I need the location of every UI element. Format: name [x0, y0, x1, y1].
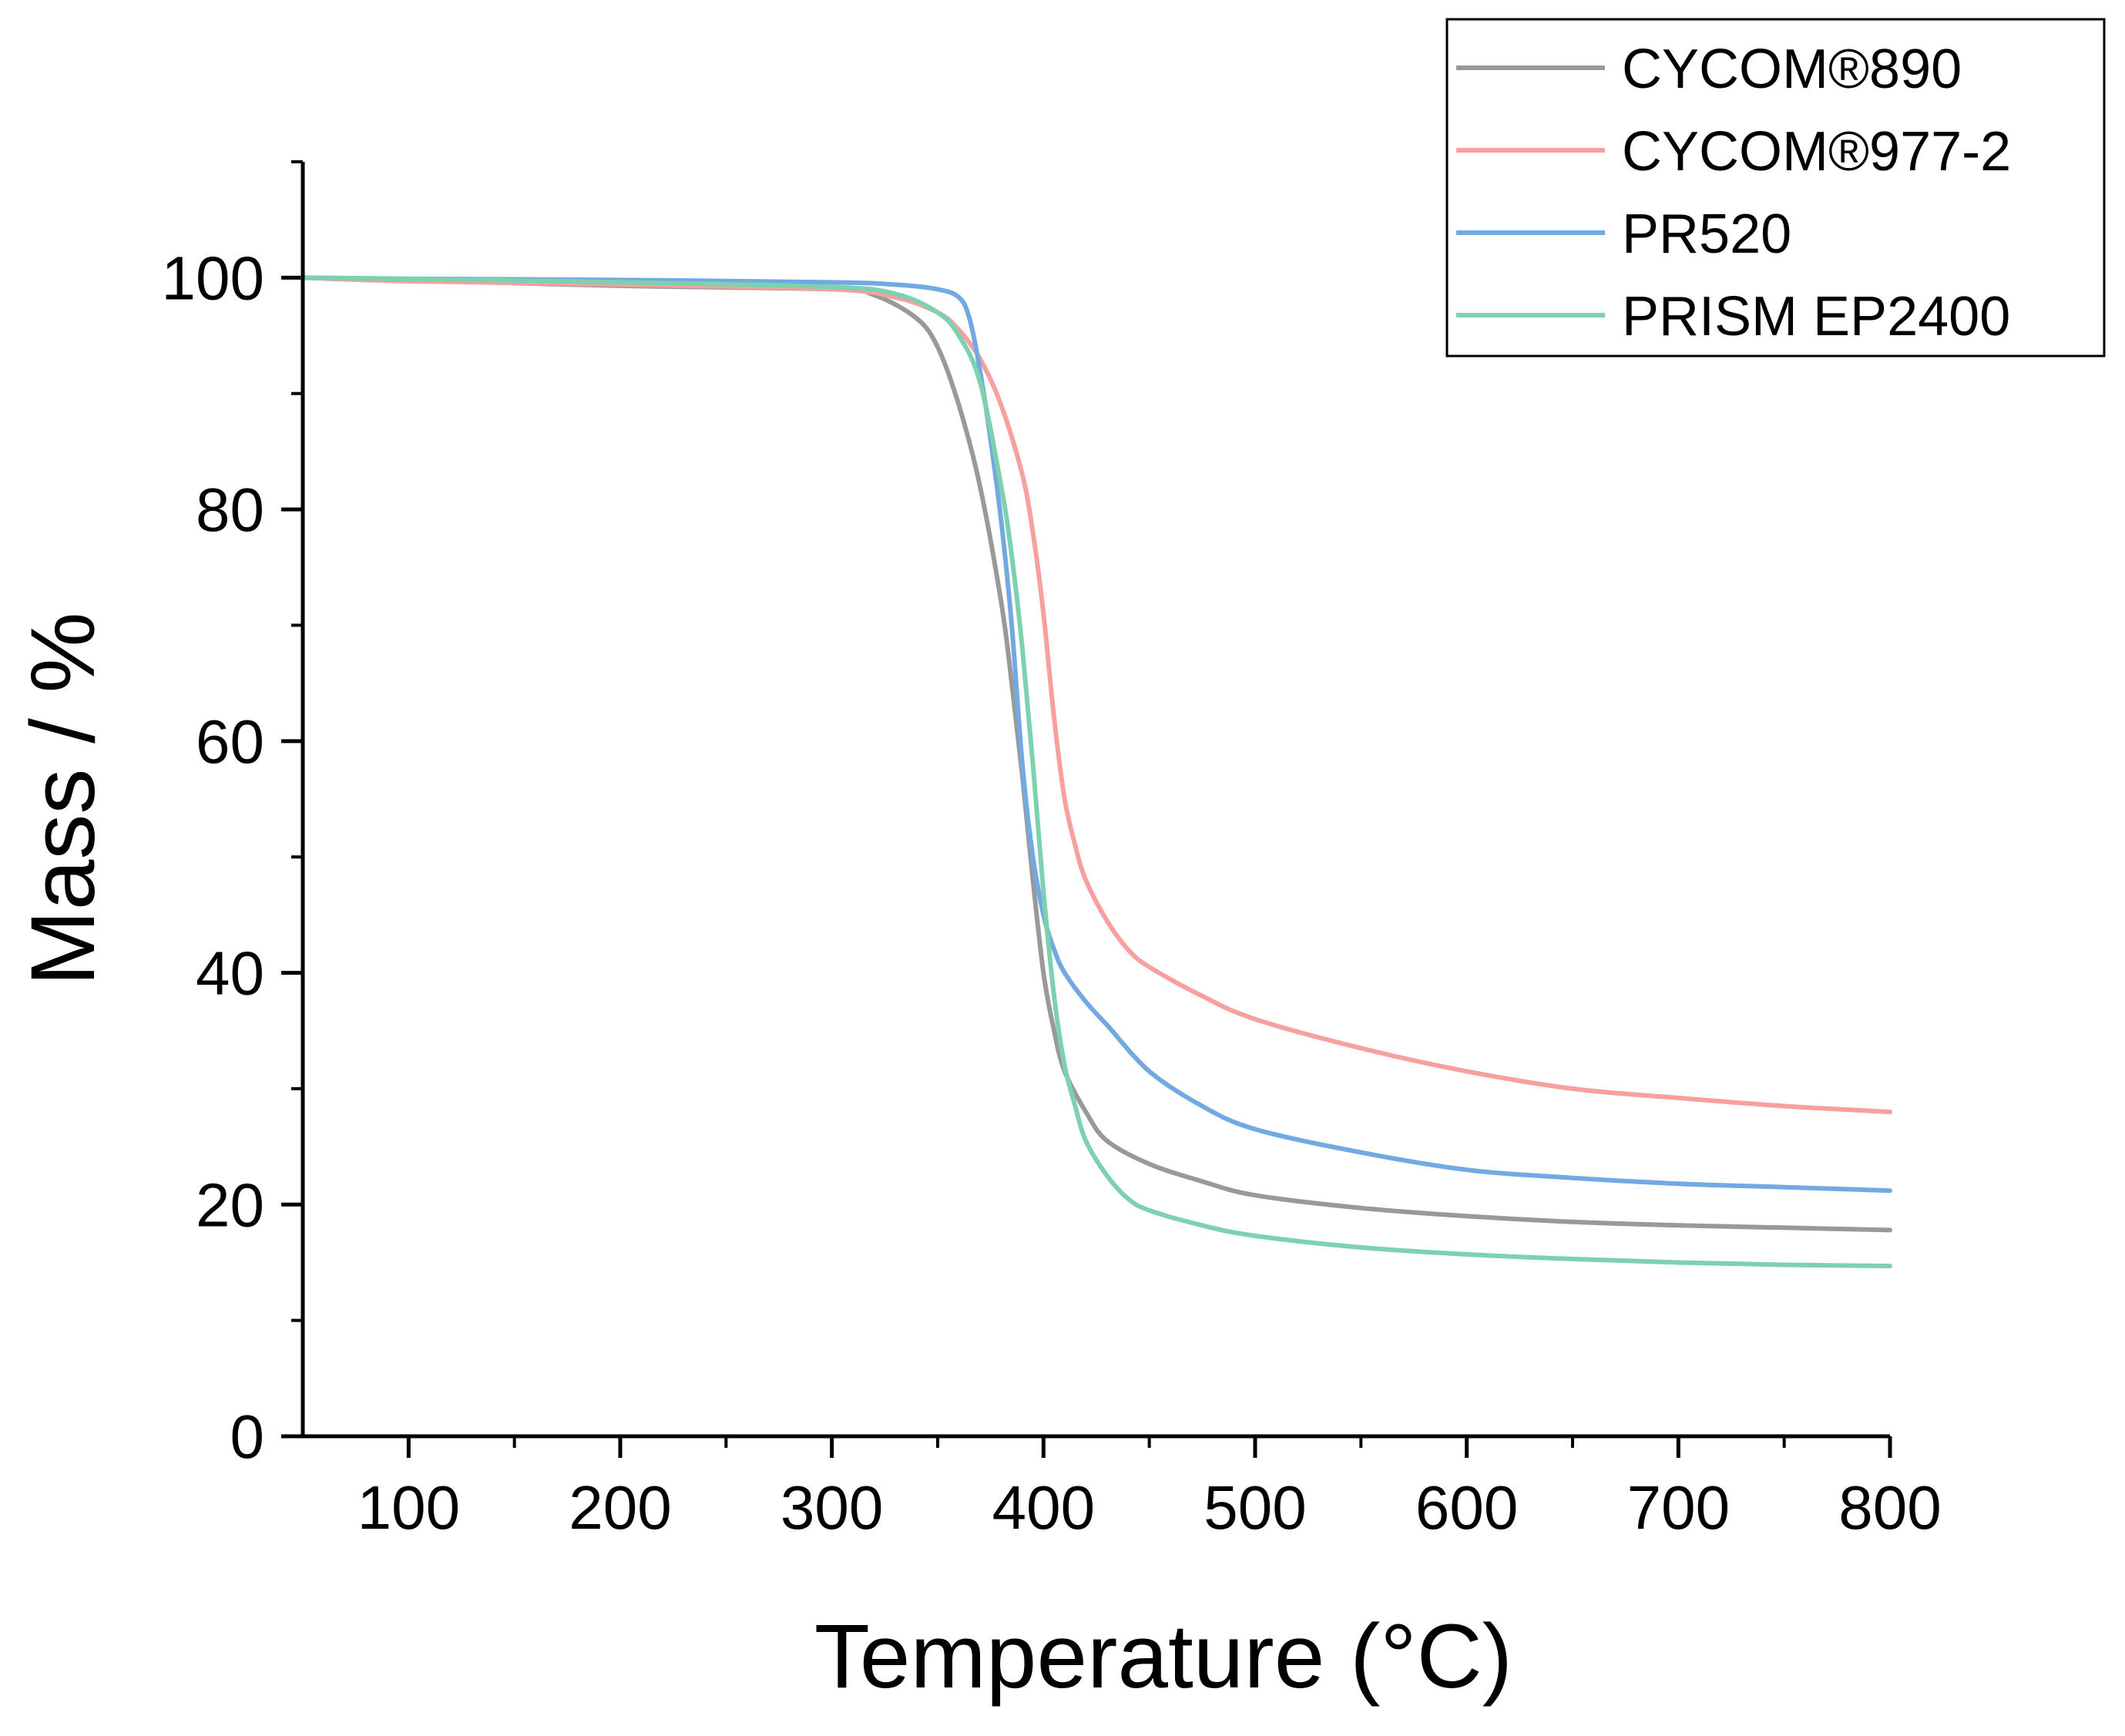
y-axis-tick-labels: 0 20 40 60 80 100 [162, 243, 264, 1471]
x-axis-ticks [406, 1436, 1892, 1458]
legend-label-pr520: PR520 [1622, 203, 1791, 265]
y-axis-ticks [281, 160, 303, 1439]
y-tick-label: 40 [196, 939, 264, 1008]
legend-label-prism-ep2400: PRISM EP2400 [1622, 286, 2010, 348]
y-tick-label: 20 [196, 1170, 264, 1239]
x-axis-tick-labels: 100 200 300 400 500 600 700 800 [358, 1473, 1942, 1542]
y-tick-label: 100 [162, 243, 264, 312]
x-axis-title: Temperature (°C) [814, 1606, 1512, 1707]
series-lines [300, 275, 1892, 1268]
x-tick-label: 500 [1203, 1473, 1306, 1542]
y-tick-label: 0 [230, 1402, 265, 1471]
legend-box [1445, 18, 2106, 358]
y-axis-title: Mass / % [12, 612, 114, 986]
legend-label-cycom-890: CYCOM®890 [1622, 39, 1962, 100]
series-line-pr520 [300, 275, 1892, 1194]
x-tick-label: 300 [781, 1473, 883, 1542]
legend: CYCOM®890 CYCOM®977-2 PR520 PRISM EP2400 [1445, 18, 2106, 358]
legend-label-cycom-977-2: CYCOM®977-2 [1622, 121, 2011, 183]
legend-items: CYCOM®890 CYCOM®977-2 PR520 PRISM EP2400 [1456, 39, 2011, 348]
x-tick-label: 200 [569, 1473, 671, 1542]
series-line-prism-ep2400 [300, 275, 1892, 1268]
y-tick-label: 80 [196, 475, 264, 544]
x-tick-label: 400 [992, 1473, 1095, 1542]
x-tick-label: 700 [1627, 1473, 1730, 1542]
y-tick-label: 60 [196, 707, 264, 776]
x-tick-label: 100 [358, 1473, 460, 1542]
x-tick-label: 600 [1415, 1473, 1518, 1542]
series-line-cycom-890 [300, 275, 1892, 1233]
x-tick-label: 800 [1838, 1473, 1941, 1542]
series-line-cycom-977-2 [300, 275, 1892, 1114]
